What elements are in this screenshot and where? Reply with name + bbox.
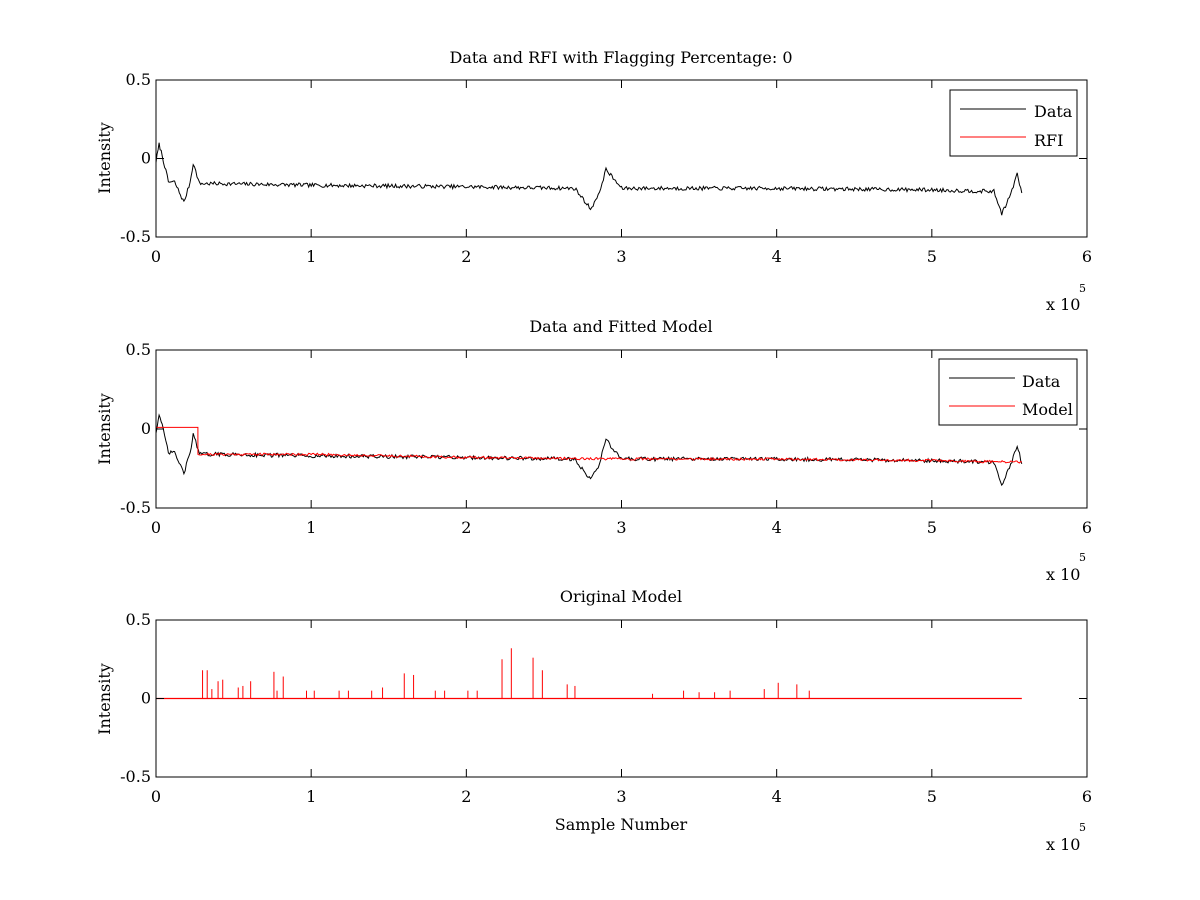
y-tick-label: 0.5 xyxy=(126,340,151,359)
x-tick-label: 2 xyxy=(461,787,471,806)
y-tick-label: 0.5 xyxy=(126,70,151,89)
x-tick-label: 2 xyxy=(461,247,471,266)
x-tick-label: 4 xyxy=(772,247,782,266)
series-data-line xyxy=(155,142,1023,216)
x-tick-label: 3 xyxy=(616,787,626,806)
subplot-3-x-multiplier: x 10 xyxy=(1046,835,1080,854)
x-tick-label: 4 xyxy=(772,787,782,806)
y-tick-label: 0 xyxy=(141,689,151,708)
series-model-line xyxy=(156,426,1023,464)
subplot-2: Data and Fitted Model Intensity 0.50-0.5… xyxy=(95,317,1092,584)
subplot-3: Original Model Intensity 0.50-0.50 1 2 3 4 5 6… xyxy=(95,587,1092,854)
y-tick-label: 0.5 xyxy=(126,610,151,629)
x-tick-label: 3 xyxy=(616,247,626,266)
y-tick-label: -0.5 xyxy=(120,498,151,517)
x-tick-label: 0 xyxy=(151,787,161,806)
subplot-2-title: Data and Fitted Model xyxy=(529,317,712,336)
y-tick-label: -0.5 xyxy=(120,227,151,246)
subplot-1-legend: Data RFI xyxy=(949,89,1078,157)
subplot-2-ticks: 0.50-0.50 1 2 3 4 5 6 xyxy=(120,340,1092,537)
subplot-2-x-multiplier: x 10 xyxy=(1046,565,1080,584)
subplot-1-plot-area xyxy=(155,142,1023,216)
subplot-2-ylabel: Intensity xyxy=(95,393,114,465)
subplot-3-plot-area xyxy=(156,648,1022,700)
subplot-3-title: Original Model xyxy=(560,587,682,606)
subplot-2-plot-area xyxy=(155,413,1023,487)
subplot-1-ticks: 0.50-0.50 1 2 3 4 5 6 xyxy=(120,70,1092,266)
x-tick-label: 6 xyxy=(1082,787,1092,806)
x-tick-label: 1 xyxy=(306,787,316,806)
legend-label-model: Model xyxy=(1022,400,1073,419)
subplot-2-x-exponent: 5 xyxy=(1079,551,1086,564)
x-tick-label: 6 xyxy=(1082,518,1092,537)
subplot-3-ticks: 0.50-0.50 1 2 3 4 5 6 xyxy=(120,610,1092,806)
subplot-3-ylabel: Intensity xyxy=(95,663,114,735)
subplot-3-xlabel: Sample Number xyxy=(555,815,688,834)
x-tick-label: 5 xyxy=(927,247,937,266)
x-tick-label: 1 xyxy=(306,247,316,266)
subplot-3-x-exponent: 5 xyxy=(1079,821,1086,834)
y-tick-label: 0 xyxy=(141,419,151,438)
subplot-1-x-exponent: 5 xyxy=(1079,282,1086,295)
legend-label-data: Data xyxy=(1034,102,1073,121)
legend-label-rfi: RFI xyxy=(1034,131,1063,150)
legend-box xyxy=(949,89,1078,157)
x-tick-label: 5 xyxy=(927,518,937,537)
x-tick-label: 1 xyxy=(306,518,316,537)
x-tick-label: 4 xyxy=(772,518,782,537)
x-tick-label: 5 xyxy=(927,787,937,806)
x-tick-label: 3 xyxy=(616,518,626,537)
subplot-1-ylabel: Intensity xyxy=(95,122,114,194)
x-tick-label: 2 xyxy=(461,518,471,537)
y-tick-label: 0 xyxy=(141,149,151,168)
subplot-2-legend: Data Model xyxy=(938,358,1078,426)
x-tick-label: 6 xyxy=(1082,247,1092,266)
x-tick-label: 0 xyxy=(151,518,161,537)
y-tick-label: -0.5 xyxy=(120,767,151,786)
legend-box xyxy=(938,358,1078,426)
subplot-1-x-multiplier: x 10 xyxy=(1046,295,1080,314)
subplot-1: Data and RFI with Flagging Percentage: 0… xyxy=(95,48,1092,314)
x-tick-label: 0 xyxy=(151,247,161,266)
subplot-1-title: Data and RFI with Flagging Percentage: 0 xyxy=(449,48,792,67)
legend-label-data: Data xyxy=(1022,372,1061,391)
